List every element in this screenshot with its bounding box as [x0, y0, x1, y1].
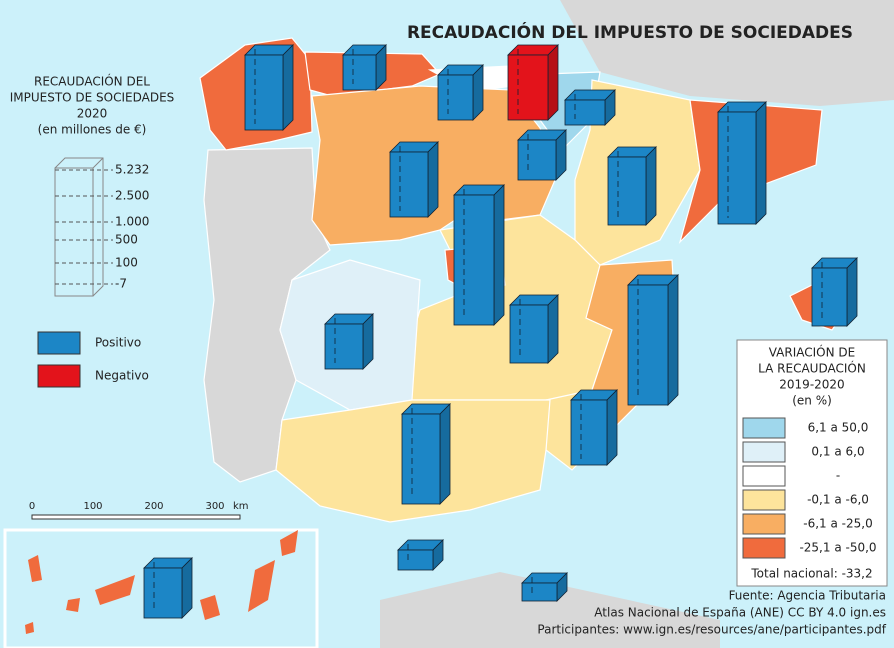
prism-front — [627, 284, 669, 406]
swatch — [742, 465, 786, 487]
title: RECAUDACIÓN DEL IMPUESTO DE SOCIEDADES — [407, 21, 853, 43]
prism-front — [143, 567, 183, 619]
prism-side — [439, 403, 451, 505]
legend-title: 2019-2020 — [779, 378, 844, 392]
prism-front — [570, 399, 608, 466]
legend-title: 2020 — [77, 107, 108, 121]
prism-front — [401, 413, 441, 505]
level-label: 100 — [115, 256, 138, 270]
source: Fuente: Agencia Tributaria — [729, 589, 886, 603]
prism-front — [517, 139, 557, 181]
prism-front — [717, 111, 757, 225]
total: Total nacional: -33,2 — [750, 567, 872, 581]
level-label: -7 — [115, 277, 127, 291]
class-label: -6,1 a -25,0 — [803, 517, 872, 531]
island — [200, 595, 220, 620]
prism-front — [507, 54, 549, 121]
island — [280, 530, 298, 556]
swatch — [37, 331, 81, 355]
sign-label: Negativo — [95, 369, 149, 383]
prism-front — [453, 194, 495, 326]
island — [66, 598, 80, 612]
sources: Fuente: Agencia Tributaria Atlas Nacional… — [537, 589, 886, 637]
swatch — [742, 417, 786, 439]
class-label: - — [836, 469, 840, 483]
scale-label: 0 — [29, 501, 35, 512]
legend-title: LA RECAUDACIÓN — [758, 361, 866, 376]
class-label: 0,1 a 6,0 — [811, 445, 864, 459]
prism-side — [606, 389, 618, 466]
legend-title: VARIACIÓN DE — [769, 345, 856, 360]
scale-bar: 0 100 200 300 km — [29, 501, 249, 520]
prism-front — [324, 323, 364, 370]
level-label: 5.232 — [115, 163, 149, 177]
swatch — [742, 513, 786, 535]
sign-legend: Positivo Negativo — [37, 331, 149, 388]
class-label: 6,1 a 50,0 — [808, 421, 869, 435]
legend-title: (en millones de €) — [38, 123, 147, 137]
prism-front — [342, 54, 377, 91]
prism-side — [427, 141, 439, 218]
scale-unit: km — [233, 501, 249, 512]
prism-side — [667, 274, 679, 406]
size-legend: RECAUDACIÓN DEL IMPUESTO DE SOCIEDADES 202… — [10, 74, 175, 297]
prism-side — [547, 44, 559, 121]
prism-side — [472, 64, 484, 121]
prism-side — [547, 294, 559, 364]
legend-prism — [54, 167, 94, 297]
island — [28, 555, 42, 582]
prism-front — [811, 267, 848, 327]
prism-side — [362, 313, 374, 370]
level-label: 2.500 — [115, 189, 149, 203]
prism-side — [846, 257, 858, 327]
prism-side — [645, 146, 657, 226]
prism-front — [244, 54, 284, 131]
prism-side — [282, 44, 294, 131]
swatch — [742, 489, 786, 511]
source: Atlas Nacional de España (ANE) CC BY 4.0… — [594, 606, 886, 620]
class-label: -0,1 a -6,0 — [807, 493, 869, 507]
prism-front — [389, 151, 429, 218]
scale-label: 200 — [144, 501, 163, 512]
scale-label: 100 — [83, 501, 102, 512]
legend-title: IMPUESTO DE SOCIEDADES — [10, 91, 175, 105]
island — [248, 560, 275, 612]
prism-front — [437, 74, 474, 121]
prism-front — [509, 304, 549, 364]
canarias — [25, 530, 298, 634]
prism-front — [564, 99, 606, 126]
scale-label: 300 — [205, 501, 224, 512]
prism-front — [521, 582, 558, 602]
sign-label: Positivo — [95, 336, 141, 350]
prisms — [143, 44, 858, 619]
prism-front — [607, 156, 647, 226]
level-label: 500 — [115, 233, 138, 247]
prism-side — [755, 101, 767, 225]
source: Participantes: www.ign.es/resources/ane/… — [537, 623, 886, 637]
prism-side — [181, 557, 193, 619]
island — [25, 622, 34, 634]
prism-front — [397, 549, 434, 571]
legend-title: (en %) — [792, 394, 832, 408]
legend-prism — [54, 157, 104, 297]
prism-side — [493, 184, 505, 326]
legend-title: RECAUDACIÓN DEL — [34, 74, 150, 89]
swatch — [742, 441, 786, 463]
level-label: 1.000 — [115, 215, 149, 229]
morocco — [380, 572, 720, 648]
swatch — [742, 537, 786, 559]
island — [95, 575, 135, 605]
france — [560, 0, 894, 106]
swatch — [37, 364, 81, 388]
scale-bar-line — [31, 514, 241, 520]
class-label: -25,1 a -50,0 — [799, 541, 876, 555]
